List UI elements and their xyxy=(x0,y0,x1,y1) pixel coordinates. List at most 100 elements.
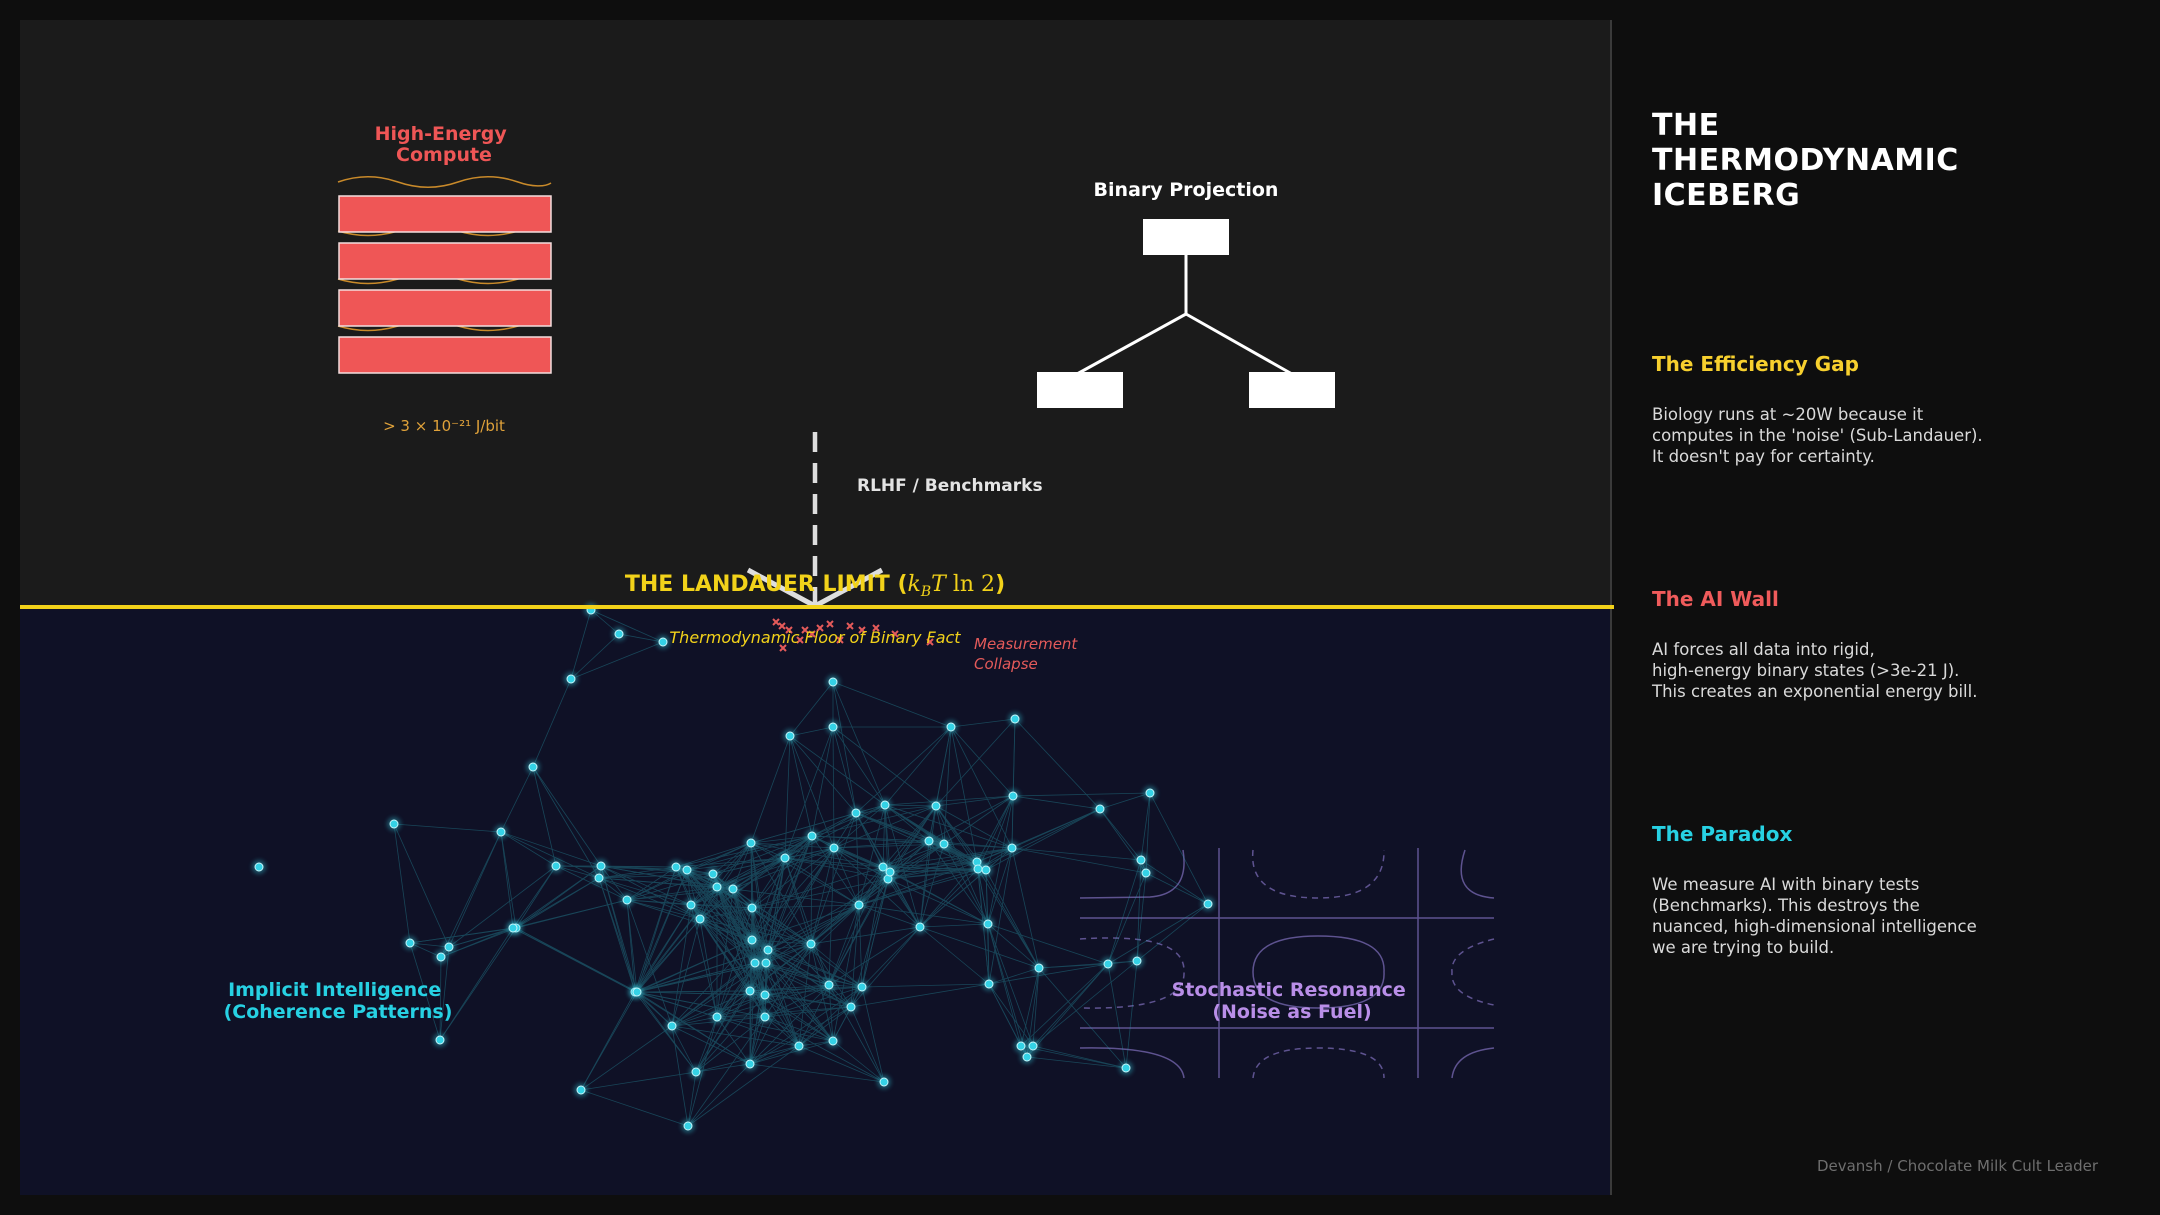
network-edge xyxy=(699,918,812,945)
network-node xyxy=(508,923,518,933)
network-edge xyxy=(861,983,990,988)
network-edge xyxy=(858,861,978,906)
network-edge xyxy=(858,866,884,906)
high-energy-compute: High-Energy Compute > 3 × 10⁻²¹ J/bit xyxy=(337,123,552,435)
network-edge xyxy=(751,847,835,909)
network-edge xyxy=(675,866,701,920)
network-edge xyxy=(784,857,891,873)
network-edge xyxy=(716,1006,852,1018)
network-edge xyxy=(749,986,863,1065)
binary-right-box xyxy=(1249,372,1335,408)
network-node xyxy=(851,808,861,818)
network-edge xyxy=(861,878,889,988)
network-edge xyxy=(977,868,1040,969)
network-edge xyxy=(832,904,860,1042)
network-edge xyxy=(634,869,688,993)
network-edge xyxy=(1014,718,1101,810)
network-edge xyxy=(716,857,786,888)
network-edge xyxy=(832,681,857,814)
network-edge xyxy=(810,866,884,945)
network-node xyxy=(807,831,817,841)
network-edge xyxy=(686,869,753,941)
network-edge xyxy=(636,991,697,1073)
network-edge xyxy=(764,984,830,1018)
network-edge xyxy=(712,842,752,875)
network-edge xyxy=(636,886,718,993)
network-edge xyxy=(690,857,786,906)
network-edge xyxy=(600,865,718,888)
network-edge xyxy=(919,923,989,928)
collapse-mark xyxy=(801,626,809,634)
network-edge xyxy=(784,812,857,859)
network-edge xyxy=(675,866,767,964)
network-edge xyxy=(699,918,751,992)
network-edge xyxy=(1026,963,1109,1058)
network-edge xyxy=(716,886,766,1018)
network-edge xyxy=(858,805,937,906)
network-edge xyxy=(943,843,1013,849)
network-edge xyxy=(764,1016,885,1083)
network-edge xyxy=(600,865,636,993)
network-edge xyxy=(977,795,1014,870)
network-edge xyxy=(789,726,834,737)
network-node xyxy=(1022,1052,1032,1062)
network-edge xyxy=(764,994,834,1042)
network-edge xyxy=(810,812,857,945)
network-edge xyxy=(985,869,1040,969)
network-edge xyxy=(988,983,1034,1047)
network-edge xyxy=(580,1071,697,1091)
network-edge xyxy=(671,939,753,1027)
network-edge xyxy=(580,991,638,1091)
network-edge xyxy=(695,1016,718,1073)
network-edge xyxy=(500,766,534,833)
network-edge xyxy=(636,991,766,1018)
network-edge xyxy=(887,869,987,880)
network-edge xyxy=(764,1006,852,1018)
network-edge xyxy=(765,962,863,988)
network-edge xyxy=(784,857,884,868)
network-edge xyxy=(987,847,1013,925)
network-edge xyxy=(634,991,766,996)
network-edge xyxy=(1011,718,1016,849)
network-edge xyxy=(767,949,830,986)
network-edge xyxy=(749,1045,800,1065)
network-edge xyxy=(634,991,697,1073)
network-edge xyxy=(977,808,1101,870)
network-edge xyxy=(695,962,756,1073)
network-edge xyxy=(690,888,734,906)
network-edge xyxy=(634,991,751,1065)
network-node xyxy=(829,843,839,853)
network-node xyxy=(444,942,454,952)
network-edge xyxy=(439,946,450,1041)
network-edge xyxy=(1011,847,1142,861)
network-edge xyxy=(636,918,701,993)
lower-panel xyxy=(20,608,1611,1195)
network-node xyxy=(828,1036,838,1046)
network-edge xyxy=(751,866,884,909)
network-edge xyxy=(500,831,600,879)
network-edge xyxy=(626,899,701,920)
network-node xyxy=(254,862,264,872)
network-edge xyxy=(1038,967,1127,1069)
network-edge xyxy=(749,990,800,1047)
network-node xyxy=(828,722,838,732)
network-edge xyxy=(861,871,891,988)
network-edge xyxy=(751,907,812,945)
network-edge xyxy=(882,866,987,871)
network-node xyxy=(683,1121,693,1131)
network-edge xyxy=(764,1016,834,1042)
collapse-mark xyxy=(785,626,793,634)
network-edge xyxy=(749,943,812,1065)
network-edge xyxy=(699,918,766,1018)
network-edge xyxy=(767,878,889,951)
network-edge xyxy=(750,842,769,951)
network-edge xyxy=(690,904,753,909)
network-edge xyxy=(884,804,1013,849)
network-edge xyxy=(687,1045,800,1127)
network-edge xyxy=(928,795,1014,842)
network-edge xyxy=(887,878,921,928)
network-node xyxy=(435,1035,445,1045)
network-edge xyxy=(811,835,945,845)
network-node xyxy=(1121,1063,1131,1073)
network-edge xyxy=(828,984,885,1083)
